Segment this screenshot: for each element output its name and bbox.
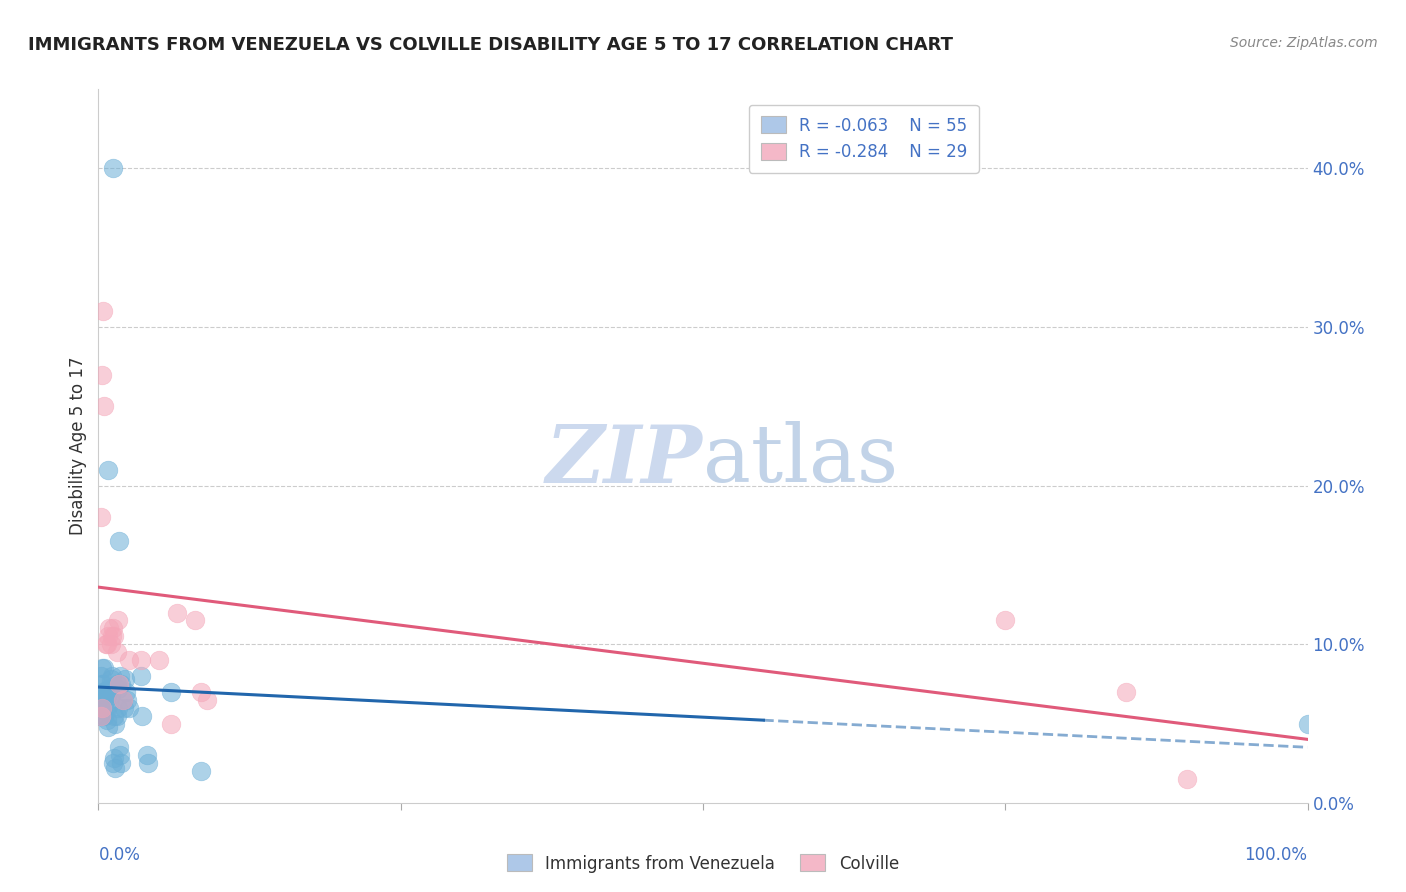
Point: [101, 621, 124, 635]
Point: [91, 661, 114, 675]
Point: [994, 614, 1017, 628]
Point: [136, 756, 159, 771]
Point: [96, 714, 118, 728]
Point: [115, 685, 138, 699]
Point: [1175, 772, 1198, 786]
Point: [104, 716, 127, 731]
Point: [89, 708, 111, 723]
Legend: Immigrants from Venezuela, Colville: Immigrants from Venezuela, Colville: [501, 847, 905, 880]
Point: [160, 685, 183, 699]
Point: [129, 669, 152, 683]
Point: [101, 161, 124, 176]
Point: [90, 510, 112, 524]
Text: IMMIGRANTS FROM VENEZUELA VS COLVILLE DISABILITY AGE 5 TO 17 CORRELATION CHART: IMMIGRANTS FROM VENEZUELA VS COLVILLE DI…: [28, 36, 953, 54]
Point: [107, 681, 129, 696]
Point: [103, 751, 125, 765]
Point: [100, 672, 122, 686]
Point: [111, 692, 134, 706]
Point: [90, 708, 112, 723]
Text: 0.0%: 0.0%: [98, 846, 141, 863]
Point: [108, 740, 131, 755]
Point: [1296, 716, 1319, 731]
Point: [98, 621, 121, 635]
Point: [93, 661, 115, 675]
Point: [93, 400, 115, 414]
Point: [101, 756, 124, 771]
Point: [111, 692, 134, 706]
Point: [166, 606, 188, 620]
Point: [98, 698, 121, 712]
Point: [131, 708, 153, 723]
Point: [96, 688, 118, 702]
Point: [98, 685, 121, 699]
Point: [91, 304, 114, 318]
Point: [135, 748, 157, 763]
Text: 100.0%: 100.0%: [1244, 846, 1308, 863]
Point: [100, 669, 122, 683]
Point: [112, 700, 135, 714]
Point: [184, 614, 207, 628]
Point: [91, 685, 114, 699]
Point: [103, 629, 125, 643]
Point: [190, 764, 212, 778]
Point: [108, 748, 131, 763]
Point: [108, 669, 131, 683]
Point: [129, 653, 152, 667]
Point: [94, 704, 117, 718]
Point: [104, 761, 127, 775]
Point: [190, 685, 212, 699]
Point: [105, 708, 128, 723]
Point: [105, 677, 128, 691]
Point: [118, 700, 141, 714]
Y-axis label: Disability Age 5 to 17: Disability Age 5 to 17: [69, 357, 87, 535]
Point: [107, 700, 129, 714]
Text: Source: ZipAtlas.com: Source: ZipAtlas.com: [1230, 36, 1378, 50]
Text: ZIP: ZIP: [546, 422, 703, 499]
Point: [97, 681, 120, 696]
Point: [108, 534, 131, 549]
Point: [100, 637, 122, 651]
Point: [107, 614, 129, 628]
Point: [103, 708, 125, 723]
Point: [118, 653, 141, 667]
Point: [96, 637, 118, 651]
Point: [93, 708, 115, 723]
Point: [114, 672, 136, 686]
Point: [89, 708, 111, 723]
Point: [97, 629, 120, 643]
Point: [97, 720, 120, 734]
Point: [97, 463, 120, 477]
Point: [90, 692, 112, 706]
Point: [91, 677, 114, 691]
Point: [148, 653, 170, 667]
Point: [110, 677, 132, 691]
Point: [117, 692, 139, 706]
Point: [1115, 685, 1137, 699]
Point: [91, 677, 114, 691]
Point: [93, 685, 115, 699]
Point: [91, 700, 114, 714]
Point: [100, 688, 122, 702]
Point: [94, 692, 117, 706]
Point: [110, 756, 132, 771]
Point: [90, 669, 112, 683]
Point: [91, 692, 114, 706]
Text: atlas: atlas: [703, 421, 898, 500]
Point: [91, 368, 114, 382]
Point: [89, 700, 111, 714]
Point: [108, 677, 131, 691]
Point: [160, 716, 183, 731]
Legend: R = -0.063    N = 55, R = -0.284    N = 29: R = -0.063 N = 55, R = -0.284 N = 29: [749, 104, 979, 173]
Point: [94, 637, 117, 651]
Point: [105, 645, 128, 659]
Point: [195, 692, 218, 706]
Point: [90, 700, 112, 714]
Point: [100, 629, 122, 643]
